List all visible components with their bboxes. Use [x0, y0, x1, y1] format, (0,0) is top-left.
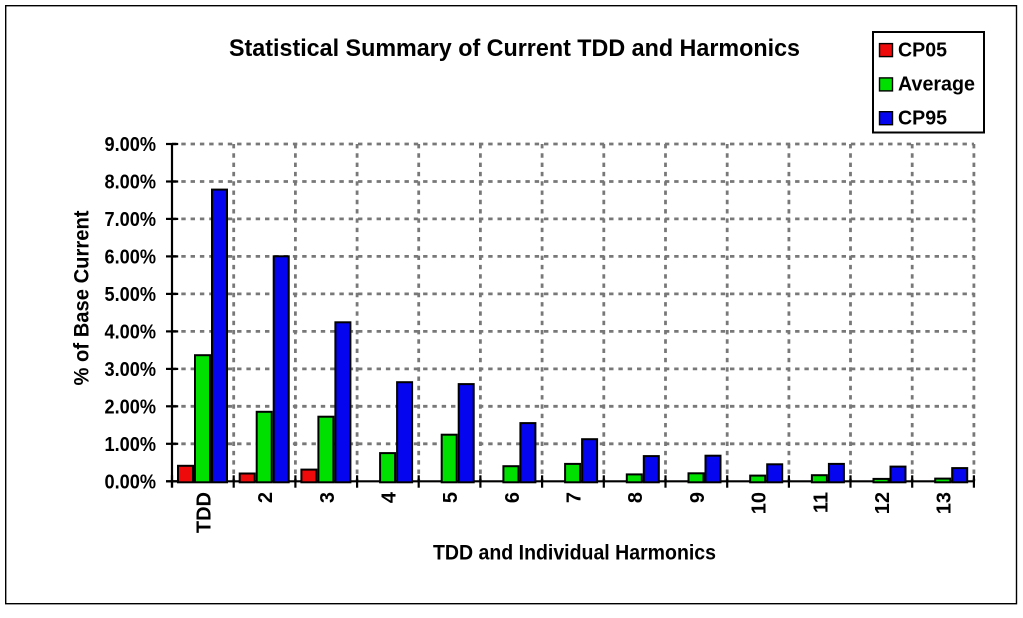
svg-text:7.00%: 7.00%: [105, 208, 157, 231]
svg-text:2.00%: 2.00%: [105, 396, 157, 419]
svg-text:8: 8: [625, 492, 647, 503]
svg-text:CP95: CP95: [898, 107, 947, 129]
svg-text:5: 5: [440, 492, 462, 503]
svg-text:4.00%: 4.00%: [105, 321, 157, 344]
svg-text:9.00%: 9.00%: [105, 133, 157, 156]
svg-text:TDD: TDD: [193, 492, 215, 533]
svg-text:5.00%: 5.00%: [105, 283, 157, 306]
svg-text:6: 6: [502, 492, 524, 503]
svg-text:6.00%: 6.00%: [105, 246, 157, 269]
svg-text:11: 11: [810, 492, 832, 513]
svg-text:12: 12: [872, 492, 894, 514]
svg-text:0.00%: 0.00%: [105, 471, 157, 494]
svg-text:2: 2: [255, 492, 277, 503]
svg-text:8.00%: 8.00%: [105, 171, 157, 194]
svg-text:9: 9: [687, 492, 709, 503]
svg-text:1.00%: 1.00%: [105, 433, 157, 456]
svg-text:3.00%: 3.00%: [105, 358, 157, 381]
svg-text:13: 13: [934, 492, 956, 514]
svg-text:7: 7: [564, 492, 586, 503]
svg-text:CP05: CP05: [898, 39, 947, 61]
svg-text:10: 10: [749, 492, 771, 514]
svg-text:Statistical Summary of Current: Statistical Summary of Current TDD and H…: [229, 35, 800, 62]
svg-text:% of Base Current: % of Base Current: [71, 211, 94, 386]
svg-text:Average: Average: [898, 74, 975, 96]
svg-text:4: 4: [379, 491, 401, 503]
svg-text:3: 3: [317, 492, 339, 503]
svg-text:TDD and Individual Harmonics: TDD and Individual Harmonics: [433, 541, 716, 564]
